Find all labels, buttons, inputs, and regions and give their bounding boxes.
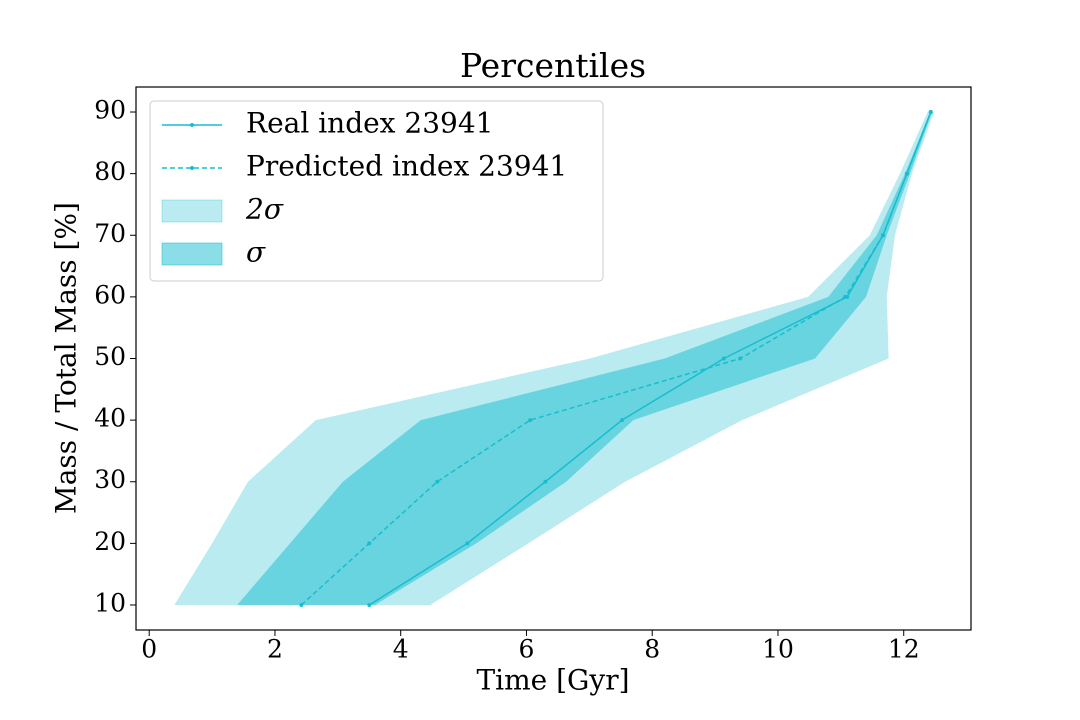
point bbox=[367, 541, 372, 546]
point bbox=[543, 479, 548, 484]
y-tick-label: 50 bbox=[94, 342, 126, 371]
point bbox=[620, 418, 625, 423]
legend-marker bbox=[190, 166, 194, 170]
y-tick-label: 40 bbox=[94, 404, 126, 433]
point bbox=[528, 418, 533, 423]
x-tick-label: 4 bbox=[393, 635, 409, 664]
legend-marker bbox=[190, 123, 194, 127]
x-tick-label: 2 bbox=[267, 635, 283, 664]
x-tick-label: 0 bbox=[141, 635, 157, 664]
x-tick-label: 10 bbox=[762, 635, 794, 664]
point bbox=[904, 171, 909, 176]
y-tick-label: 60 bbox=[94, 280, 126, 309]
legend-label: 2σ bbox=[245, 193, 284, 226]
point bbox=[928, 110, 933, 115]
y-tick-label: 10 bbox=[94, 588, 126, 617]
y-tick-label: 30 bbox=[94, 465, 126, 494]
y-axis-label: Mass / Total Mass [%] bbox=[50, 202, 83, 514]
band bbox=[237, 112, 933, 605]
point bbox=[299, 602, 304, 607]
x-axis-label: Time [Gyr] bbox=[476, 664, 629, 697]
point bbox=[465, 541, 470, 546]
point bbox=[738, 356, 743, 361]
y-tick-label: 70 bbox=[94, 219, 126, 248]
x-tick-label: 6 bbox=[519, 635, 535, 664]
legend-swatch bbox=[161, 242, 223, 266]
x-tick-label: 8 bbox=[644, 635, 660, 664]
point bbox=[435, 479, 440, 484]
chart-title: Percentiles bbox=[460, 46, 646, 85]
y-tick-label: 90 bbox=[94, 96, 126, 125]
x-tick-label: 12 bbox=[888, 635, 920, 664]
point bbox=[367, 602, 372, 607]
point bbox=[843, 294, 848, 299]
legend-label: Real index 23941 bbox=[246, 107, 493, 140]
legend: Real index 23941 Predicted index 23941 2σ σ bbox=[149, 100, 604, 282]
legend-box bbox=[149, 100, 604, 282]
point bbox=[721, 356, 726, 361]
point bbox=[880, 233, 885, 238]
legend-label: Predicted index 23941 bbox=[246, 150, 567, 183]
y-tick-label: 20 bbox=[94, 527, 126, 556]
y-tick-label: 80 bbox=[94, 157, 126, 186]
legend-label: σ bbox=[246, 236, 266, 269]
legend-swatch bbox=[161, 199, 223, 223]
